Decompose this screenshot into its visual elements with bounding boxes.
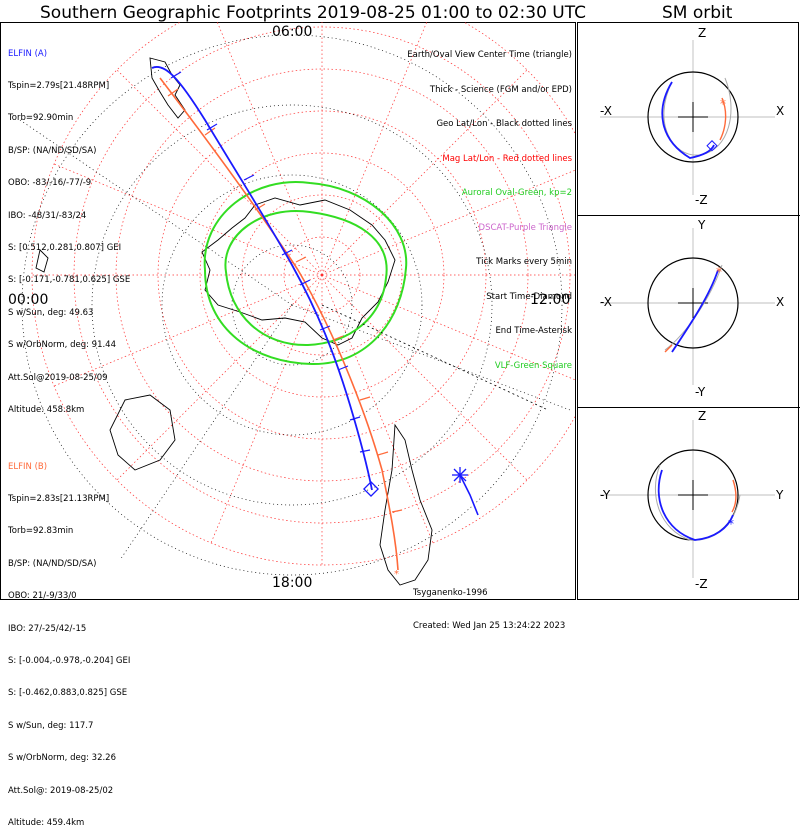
sm-panel-1-label-top: Z — [698, 26, 707, 40]
sm-panel-3: * — [600, 420, 775, 578]
elfin-a-line: B/SP: (NA/ND/SD/SA) — [8, 145, 97, 156]
elfin-a-line: Altitude: 458.8km — [8, 404, 85, 415]
clock-label-left: 00:00 — [8, 292, 49, 308]
elfin-b-line: S w/OrbNorm, deg: 32.26 — [8, 753, 117, 764]
auroral-ovals — [203, 181, 408, 366]
elfin-b-line: Att.Sol@: 2019-08-25/02 — [8, 785, 114, 796]
vlf-track — [459, 474, 479, 516]
elfin-b-line: Tspin=2.83s[21.13RPM] — [8, 493, 110, 504]
elfin-a-line: S w/Sun, deg: 49.63 — [8, 307, 94, 318]
elfin-a-line: Tspin=2.79s[21.48RPM] — [8, 80, 110, 91]
view-center-line — [321, 304, 549, 411]
elfin-b-line: S: [-0.004,-0.978,-0.204] GEI — [8, 655, 131, 666]
mag-grid — [31, 22, 575, 566]
legend-entry: VLF-Green Square — [494, 360, 572, 371]
elfin-a-line: S: [-0.171,-0.781,0.625] GSE — [8, 275, 131, 286]
legend-entry: Start Time-Diamond — [486, 291, 572, 302]
sm-panel-2-label-bottom: -Y — [695, 385, 706, 399]
elfin-a-line: Torb=92.90min — [8, 113, 74, 124]
credit-model: Tsyganenko-1996 — [413, 588, 488, 598]
auroral-oval-outer — [203, 181, 408, 366]
elfin-b-track — [159, 77, 399, 571]
clock-label-right: 12:00 — [530, 292, 571, 308]
sm-panel-3-label-right: Y — [776, 488, 784, 502]
elfin-b-line: B/SP: (NA/ND/SD/SA) — [8, 558, 97, 569]
clock-label-top: 06:00 — [272, 24, 313, 40]
sm-panel-2-label-left: -X — [600, 295, 612, 309]
sm-panel-2-elfin-b — [664, 344, 673, 353]
australia-coast — [109, 394, 176, 471]
elfin-a-line: IBO: -48/31/-83/24 — [8, 210, 87, 221]
sm-panel-2-elfin-a — [671, 269, 719, 353]
elfin-b-line: S w/Sun, deg: 117.7 — [8, 720, 94, 731]
geo-grid — [19, 34, 571, 576]
sm-panel-1-elfin-b — [719, 97, 727, 141]
clock-label-bottom: 18:00 — [272, 575, 313, 591]
sm-panel-2-label-top: Y — [698, 218, 706, 232]
sm-panel-3-label-left: -Y — [600, 488, 611, 502]
legend-entry: Auroral Oval-Green, kp=2 — [461, 188, 572, 198]
legend: Earth/Oval View Center Time (triangle) T… — [407, 27, 572, 384]
elfin-a-line: S: [0.512,0.281,0.807] GEI — [8, 242, 122, 253]
legend-entry: DSCAT-Purple Triangle — [478, 222, 572, 233]
sm-panel-2-label-right: X — [776, 295, 785, 309]
sm-panel-3-label-bottom: -Z — [695, 577, 708, 591]
new-zealand-coast — [35, 249, 49, 273]
sm-panel-3-elfin-a — [657, 469, 734, 541]
sm-panel-1-label-right: X — [776, 104, 785, 118]
elfin-a-info: ELFIN (A) Tspin=2.79s[21.48RPM] Torb=92.… — [8, 27, 130, 426]
legend-entry: Geo Lat/Lon - Black dotted lines — [436, 119, 572, 129]
sm-panel-3-label-top: Z — [698, 409, 707, 423]
elfin-a-start-diamond — [363, 481, 379, 497]
svg-text:*: * — [720, 97, 726, 111]
sm-orbit-title: SM orbit — [662, 3, 733, 23]
credit: Tsyganenko-1996 Created: Wed Jan 25 13:2… — [413, 566, 565, 643]
plot-title: Southern Geographic Footprints 2019-08-2… — [40, 3, 587, 23]
elfin-a-track — [151, 66, 373, 491]
vlf-end-asterisk — [452, 467, 468, 483]
auroral-oval-inner — [224, 210, 388, 347]
elfin-b-line: S: [-0.462,0.883,0.825] GSE — [8, 688, 128, 699]
sm-panel-1-elfin-a — [661, 81, 715, 159]
footprint-figure: * — [0, 22, 800, 600]
elfin-b-ticks — [167, 88, 403, 513]
elfin-b-line: OBO: 21/-9/33/0 — [8, 591, 77, 602]
elfin-b-line: Altitude: 459.4km — [8, 817, 85, 828]
credit-created: Created: Wed Jan 25 13:24:22 2023 — [413, 621, 566, 631]
legend-entry: End Time-Asterisk — [495, 326, 572, 336]
elfin-a-line: OBO: -83/-16/-77/-9 — [8, 178, 92, 189]
elfin-b-info: ELFIN (B) Tspin=2.83s[21.13RPM] Torb=92.… — [8, 440, 130, 839]
elfin-a-name: ELFIN (A) — [8, 48, 48, 59]
sm-panel-1: * — [600, 40, 775, 195]
svg-text:*: * — [716, 265, 722, 279]
elfin-b-line: Torb=92.83min — [8, 526, 74, 537]
sm-panel-1-label-bottom: -Z — [695, 193, 708, 207]
legend-entry: Thick - Science (FGM and/or EPD) — [429, 84, 572, 95]
elfin-a-line: Att.Sol@2019-08-25/09 — [8, 372, 108, 383]
africa-coast — [379, 423, 433, 586]
elfin-a-line: S w/OrbNorm, deg: 91.44 — [8, 340, 117, 351]
svg-text:*: * — [728, 517, 734, 531]
legend-entry: Tick Marks every 5min — [476, 257, 572, 267]
sm-panel-2: * — [600, 228, 775, 385]
legend-entry: Earth/Oval View Center Time (triangle) — [407, 50, 572, 60]
legend-entry: Mag Lat/Lon - Red dotted lines — [442, 153, 572, 164]
sm-panel-3-elfin-b — [731, 479, 737, 513]
elfin-b-line: IBO: 27/-25/42/-15 — [8, 623, 87, 634]
sm-panel-1-label-left: -X — [600, 104, 612, 118]
elfin-a-ticks — [170, 71, 371, 453]
elfin-b-end-asterisk: * — [394, 569, 399, 580]
elfin-b-name: ELFIN (B) — [8, 461, 48, 472]
